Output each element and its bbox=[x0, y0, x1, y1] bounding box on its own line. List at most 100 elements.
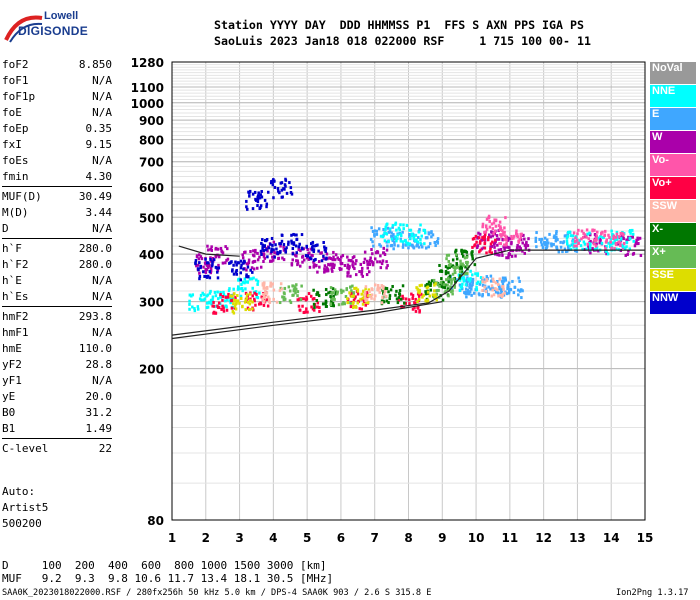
echo-point bbox=[402, 305, 405, 309]
echo-point bbox=[381, 259, 385, 263]
echo-point bbox=[544, 240, 547, 244]
echo-point bbox=[375, 229, 378, 233]
echo-point bbox=[360, 307, 363, 311]
echo-point bbox=[417, 230, 421, 234]
echo-point bbox=[188, 302, 191, 306]
echo-point bbox=[568, 244, 572, 248]
echo-point bbox=[491, 288, 494, 292]
echo-point bbox=[298, 308, 302, 312]
echo-point bbox=[626, 252, 629, 256]
echo-point bbox=[619, 244, 622, 248]
x-tick-label: 12 bbox=[535, 531, 552, 545]
echo-point bbox=[473, 263, 477, 267]
echo-point bbox=[346, 263, 350, 267]
echo-point bbox=[342, 300, 345, 304]
echo-point bbox=[489, 274, 493, 278]
echo-point bbox=[301, 304, 304, 308]
echo-point bbox=[385, 299, 389, 303]
echo-point bbox=[198, 274, 202, 278]
echo-point bbox=[444, 265, 448, 269]
echo-point bbox=[396, 233, 399, 237]
echo-point bbox=[479, 248, 482, 252]
echo-point bbox=[572, 231, 576, 235]
echo-point bbox=[239, 278, 242, 282]
echo-point bbox=[402, 296, 405, 300]
echo-point bbox=[385, 223, 388, 227]
y-tick-label: 200 bbox=[139, 363, 164, 377]
echo-point bbox=[196, 263, 200, 267]
echo-point bbox=[256, 200, 260, 204]
echo-point bbox=[465, 278, 469, 282]
echo-point bbox=[465, 295, 468, 299]
echo-point bbox=[416, 236, 420, 240]
echo-point bbox=[199, 266, 202, 270]
echo-point bbox=[455, 278, 459, 282]
echo-point bbox=[315, 292, 318, 296]
param-name: foEs bbox=[2, 154, 29, 167]
echo-point bbox=[197, 268, 200, 272]
echo-point bbox=[294, 291, 297, 295]
echo-point bbox=[370, 293, 374, 297]
echo-point bbox=[310, 305, 313, 309]
echo-point bbox=[416, 287, 419, 291]
echo-point bbox=[478, 241, 482, 245]
echo-point bbox=[462, 278, 465, 282]
echo-point bbox=[333, 263, 336, 267]
echo-point bbox=[292, 242, 296, 246]
echo-point bbox=[324, 302, 327, 306]
echo-point bbox=[278, 242, 281, 246]
echo-point bbox=[302, 297, 305, 301]
echo-point bbox=[208, 270, 212, 274]
echo-point bbox=[260, 195, 264, 199]
echo-point bbox=[494, 219, 498, 223]
echo-point bbox=[279, 282, 283, 286]
echo-point bbox=[224, 299, 227, 303]
param-name: h`F bbox=[2, 242, 22, 255]
echo-point bbox=[245, 296, 249, 300]
param-row: B0 31.2 bbox=[2, 405, 112, 421]
echo-point bbox=[306, 310, 309, 314]
echo-point bbox=[520, 296, 523, 300]
echo-point bbox=[245, 273, 248, 277]
echo-point bbox=[448, 275, 451, 279]
echo-point bbox=[346, 274, 349, 278]
echo-point bbox=[595, 246, 599, 250]
echo-point bbox=[288, 299, 292, 303]
echo-point bbox=[272, 297, 275, 301]
echo-point bbox=[236, 285, 240, 289]
trace-line bbox=[171, 301, 443, 340]
echo-point bbox=[548, 232, 551, 236]
echo-point bbox=[499, 233, 502, 237]
echo-point bbox=[301, 255, 304, 259]
echo-point bbox=[466, 288, 470, 292]
echo-point bbox=[396, 244, 400, 248]
echo-point bbox=[293, 289, 297, 293]
echo-point bbox=[294, 244, 298, 248]
echo-point bbox=[349, 301, 353, 305]
echo-point bbox=[364, 298, 367, 302]
echo-point bbox=[454, 248, 458, 252]
echo-point bbox=[331, 287, 335, 291]
echo-point bbox=[505, 256, 508, 260]
echo-point bbox=[503, 291, 506, 295]
echo-point bbox=[252, 249, 255, 253]
echo-point bbox=[312, 258, 316, 262]
echo-point bbox=[491, 277, 495, 281]
echo-point bbox=[418, 284, 422, 288]
echo-point bbox=[332, 250, 335, 254]
echo-point bbox=[503, 230, 506, 234]
echo-point bbox=[232, 298, 236, 302]
echo-point bbox=[290, 241, 294, 245]
echo-point bbox=[575, 249, 579, 253]
echo-point bbox=[212, 310, 216, 314]
echo-point bbox=[439, 280, 443, 284]
echo-point bbox=[472, 291, 476, 295]
echo-point bbox=[216, 247, 220, 251]
echo-point bbox=[254, 290, 258, 294]
echo-point bbox=[232, 263, 235, 267]
echo-point bbox=[329, 286, 333, 290]
echo-point bbox=[206, 244, 209, 248]
echo-point bbox=[244, 308, 247, 312]
echo-point bbox=[291, 252, 295, 256]
echo-point bbox=[245, 275, 248, 279]
